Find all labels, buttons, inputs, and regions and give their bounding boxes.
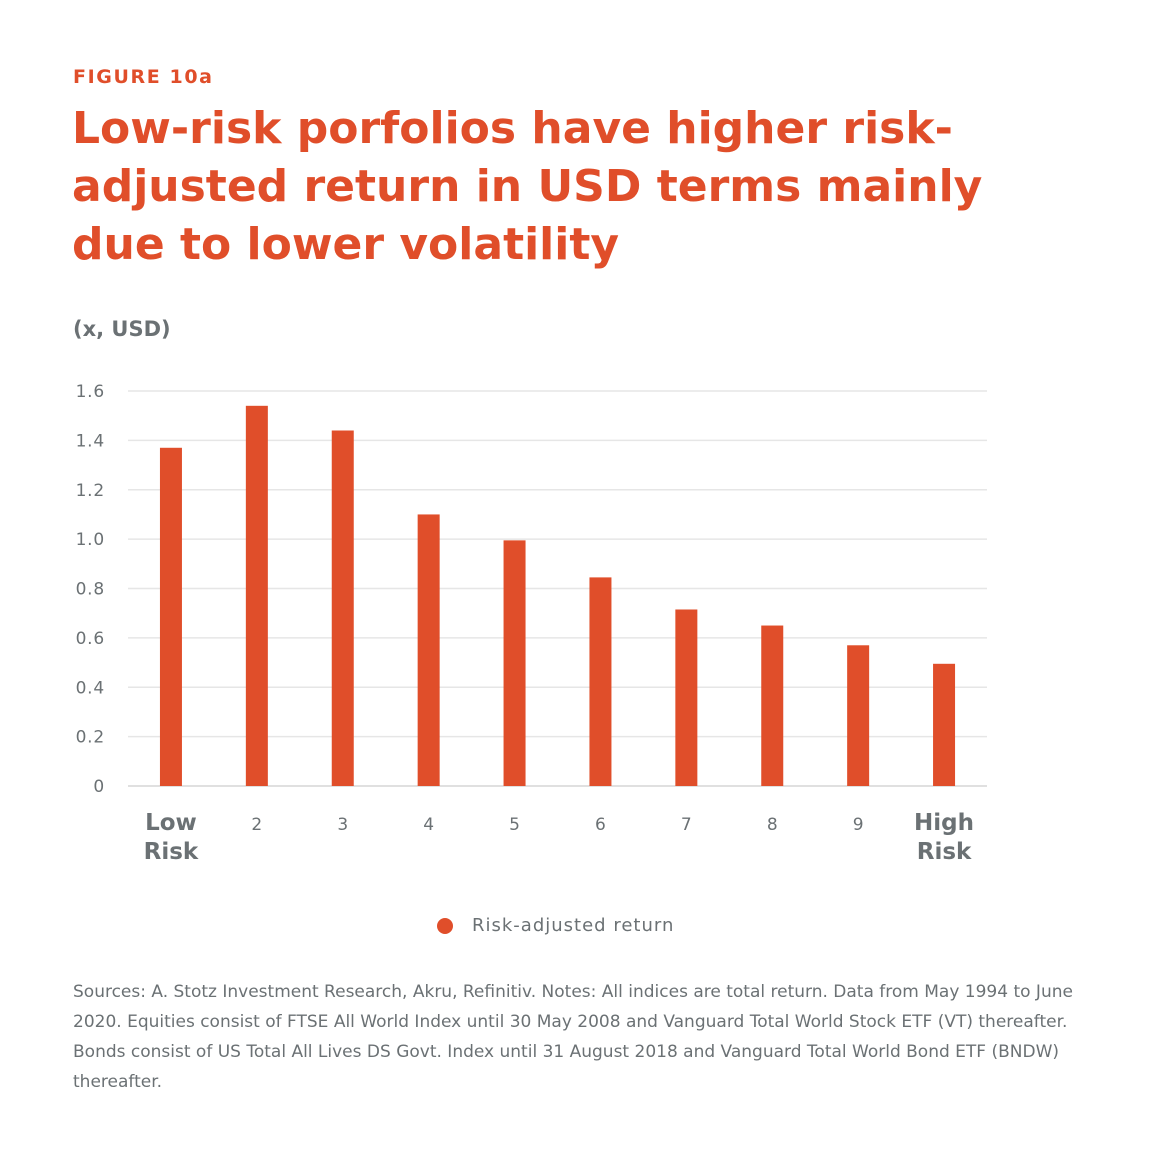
bar (417, 514, 440, 786)
bar (245, 405, 268, 786)
y-tick-label: 1.6 (76, 382, 105, 402)
bar (503, 540, 526, 786)
y-tick-label: 1.2 (76, 481, 105, 501)
bars (159, 405, 956, 786)
x-tick-label: 4 (423, 815, 434, 835)
source-notes: Sources: A. Stotz Investment Research, A… (73, 982, 1073, 1092)
y-tick-label: 0.8 (76, 580, 105, 600)
y-tick-label: 1.0 (76, 530, 105, 550)
figure-label: FIGURE 10a (73, 66, 214, 88)
x-tick-label: 2 (251, 815, 262, 835)
bar (933, 663, 956, 786)
gridlines (128, 390, 987, 787)
bar (761, 625, 784, 786)
x-tick-label-line: 7 (681, 815, 692, 835)
y-tick-label: 0.6 (76, 629, 105, 649)
y-axis-label: (x, USD) (73, 317, 171, 341)
x-tick-label-line: Risk (917, 839, 972, 865)
x-tick-label: 3 (337, 815, 348, 835)
x-tick-label-line: High (914, 810, 974, 836)
legend: Risk-adjusted return (437, 915, 674, 936)
bar (589, 577, 612, 786)
x-tick-label: 7 (681, 815, 692, 835)
y-tick-label: 1.4 (76, 431, 105, 451)
x-tick-label: High Risk (914, 810, 974, 865)
bar (159, 447, 182, 786)
x-tick-label: 8 (767, 815, 778, 835)
bar (331, 430, 354, 786)
x-tick-label-line: 9 (853, 815, 864, 835)
chart-title: Low-risk porfolios have higher risk-adju… (72, 103, 983, 270)
y-tick-label: 0.4 (76, 678, 105, 698)
x-tick-label-line: 3 (337, 815, 348, 835)
x-tick-label-line: 4 (423, 815, 434, 835)
x-tick-label-line: Low (145, 810, 197, 836)
bar (675, 609, 698, 786)
x-tick-label-line: 6 (595, 815, 606, 835)
y-tick-label: 0 (93, 777, 105, 797)
y-tick-label: 0.2 (76, 728, 105, 748)
x-tick-label: 5 (509, 815, 520, 835)
x-tick-label: Low Risk (144, 810, 199, 865)
legend-label: Risk-adjusted return (472, 915, 675, 936)
x-tick-label-line: Risk (144, 839, 199, 865)
x-tick-labels: Low Risk 2 3 4 5 6 7 8 9 High Risk (144, 810, 974, 865)
x-tick-label: 9 (853, 815, 864, 835)
x-tick-label-line: 2 (251, 815, 262, 835)
x-tick-label-line: 5 (509, 815, 520, 835)
x-tick-label: 6 (595, 815, 606, 835)
bar (847, 645, 870, 786)
legend-marker (437, 917, 453, 934)
x-tick-label-line: 8 (767, 815, 778, 835)
y-tick-labels: 0 0.2 0.4 0.6 0.8 1.0 1.2 1.4 1.6 (76, 382, 105, 797)
